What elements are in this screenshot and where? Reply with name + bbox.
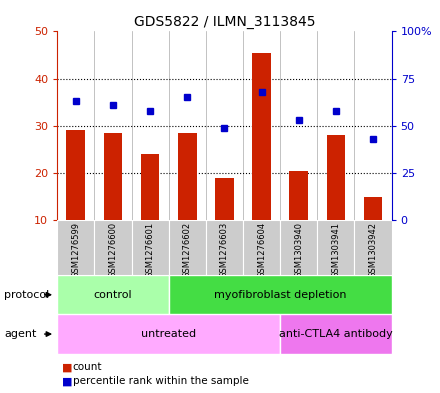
Bar: [317, 220, 355, 275]
Text: GSM1276602: GSM1276602: [183, 222, 192, 278]
Text: ■: ■: [62, 362, 72, 373]
Bar: [169, 275, 392, 314]
Bar: [57, 220, 94, 275]
Bar: [355, 220, 392, 275]
Text: GSM1276604: GSM1276604: [257, 222, 266, 278]
Text: untreated: untreated: [141, 329, 196, 339]
Text: GSM1276601: GSM1276601: [146, 222, 154, 278]
Bar: [141, 154, 159, 220]
Bar: [94, 220, 132, 275]
Text: myofibroblast depletion: myofibroblast depletion: [214, 290, 346, 300]
Bar: [326, 135, 345, 220]
Bar: [280, 220, 317, 275]
Text: control: control: [94, 290, 132, 300]
Text: percentile rank within the sample: percentile rank within the sample: [73, 376, 249, 386]
Bar: [206, 220, 243, 275]
Text: anti-CTLA4 antibody: anti-CTLA4 antibody: [279, 329, 393, 339]
Text: protocol: protocol: [4, 290, 50, 300]
Text: agent: agent: [4, 329, 37, 339]
Bar: [169, 220, 206, 275]
Bar: [132, 220, 169, 275]
Text: GSM1303940: GSM1303940: [294, 222, 303, 278]
Text: ■: ■: [62, 376, 72, 386]
Text: GSM1303941: GSM1303941: [331, 222, 341, 278]
Bar: [66, 130, 85, 220]
Bar: [364, 196, 382, 220]
Bar: [290, 171, 308, 220]
Text: count: count: [73, 362, 102, 373]
Bar: [215, 178, 234, 220]
Text: GSM1276599: GSM1276599: [71, 222, 80, 278]
Text: GSM1303942: GSM1303942: [369, 222, 378, 278]
Text: GSM1276603: GSM1276603: [220, 222, 229, 278]
Bar: [280, 314, 392, 354]
Text: GSM1276600: GSM1276600: [108, 222, 117, 278]
Bar: [57, 314, 280, 354]
Bar: [57, 275, 169, 314]
Bar: [104, 133, 122, 220]
Title: GDS5822 / ILMN_3113845: GDS5822 / ILMN_3113845: [134, 15, 315, 29]
Bar: [252, 53, 271, 220]
Bar: [243, 220, 280, 275]
Bar: [178, 133, 197, 220]
